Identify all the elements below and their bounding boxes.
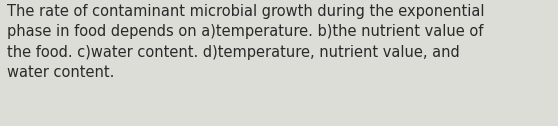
Text: The rate of contaminant microbial growth during the exponential
phase in food de: The rate of contaminant microbial growth… [7, 4, 484, 80]
